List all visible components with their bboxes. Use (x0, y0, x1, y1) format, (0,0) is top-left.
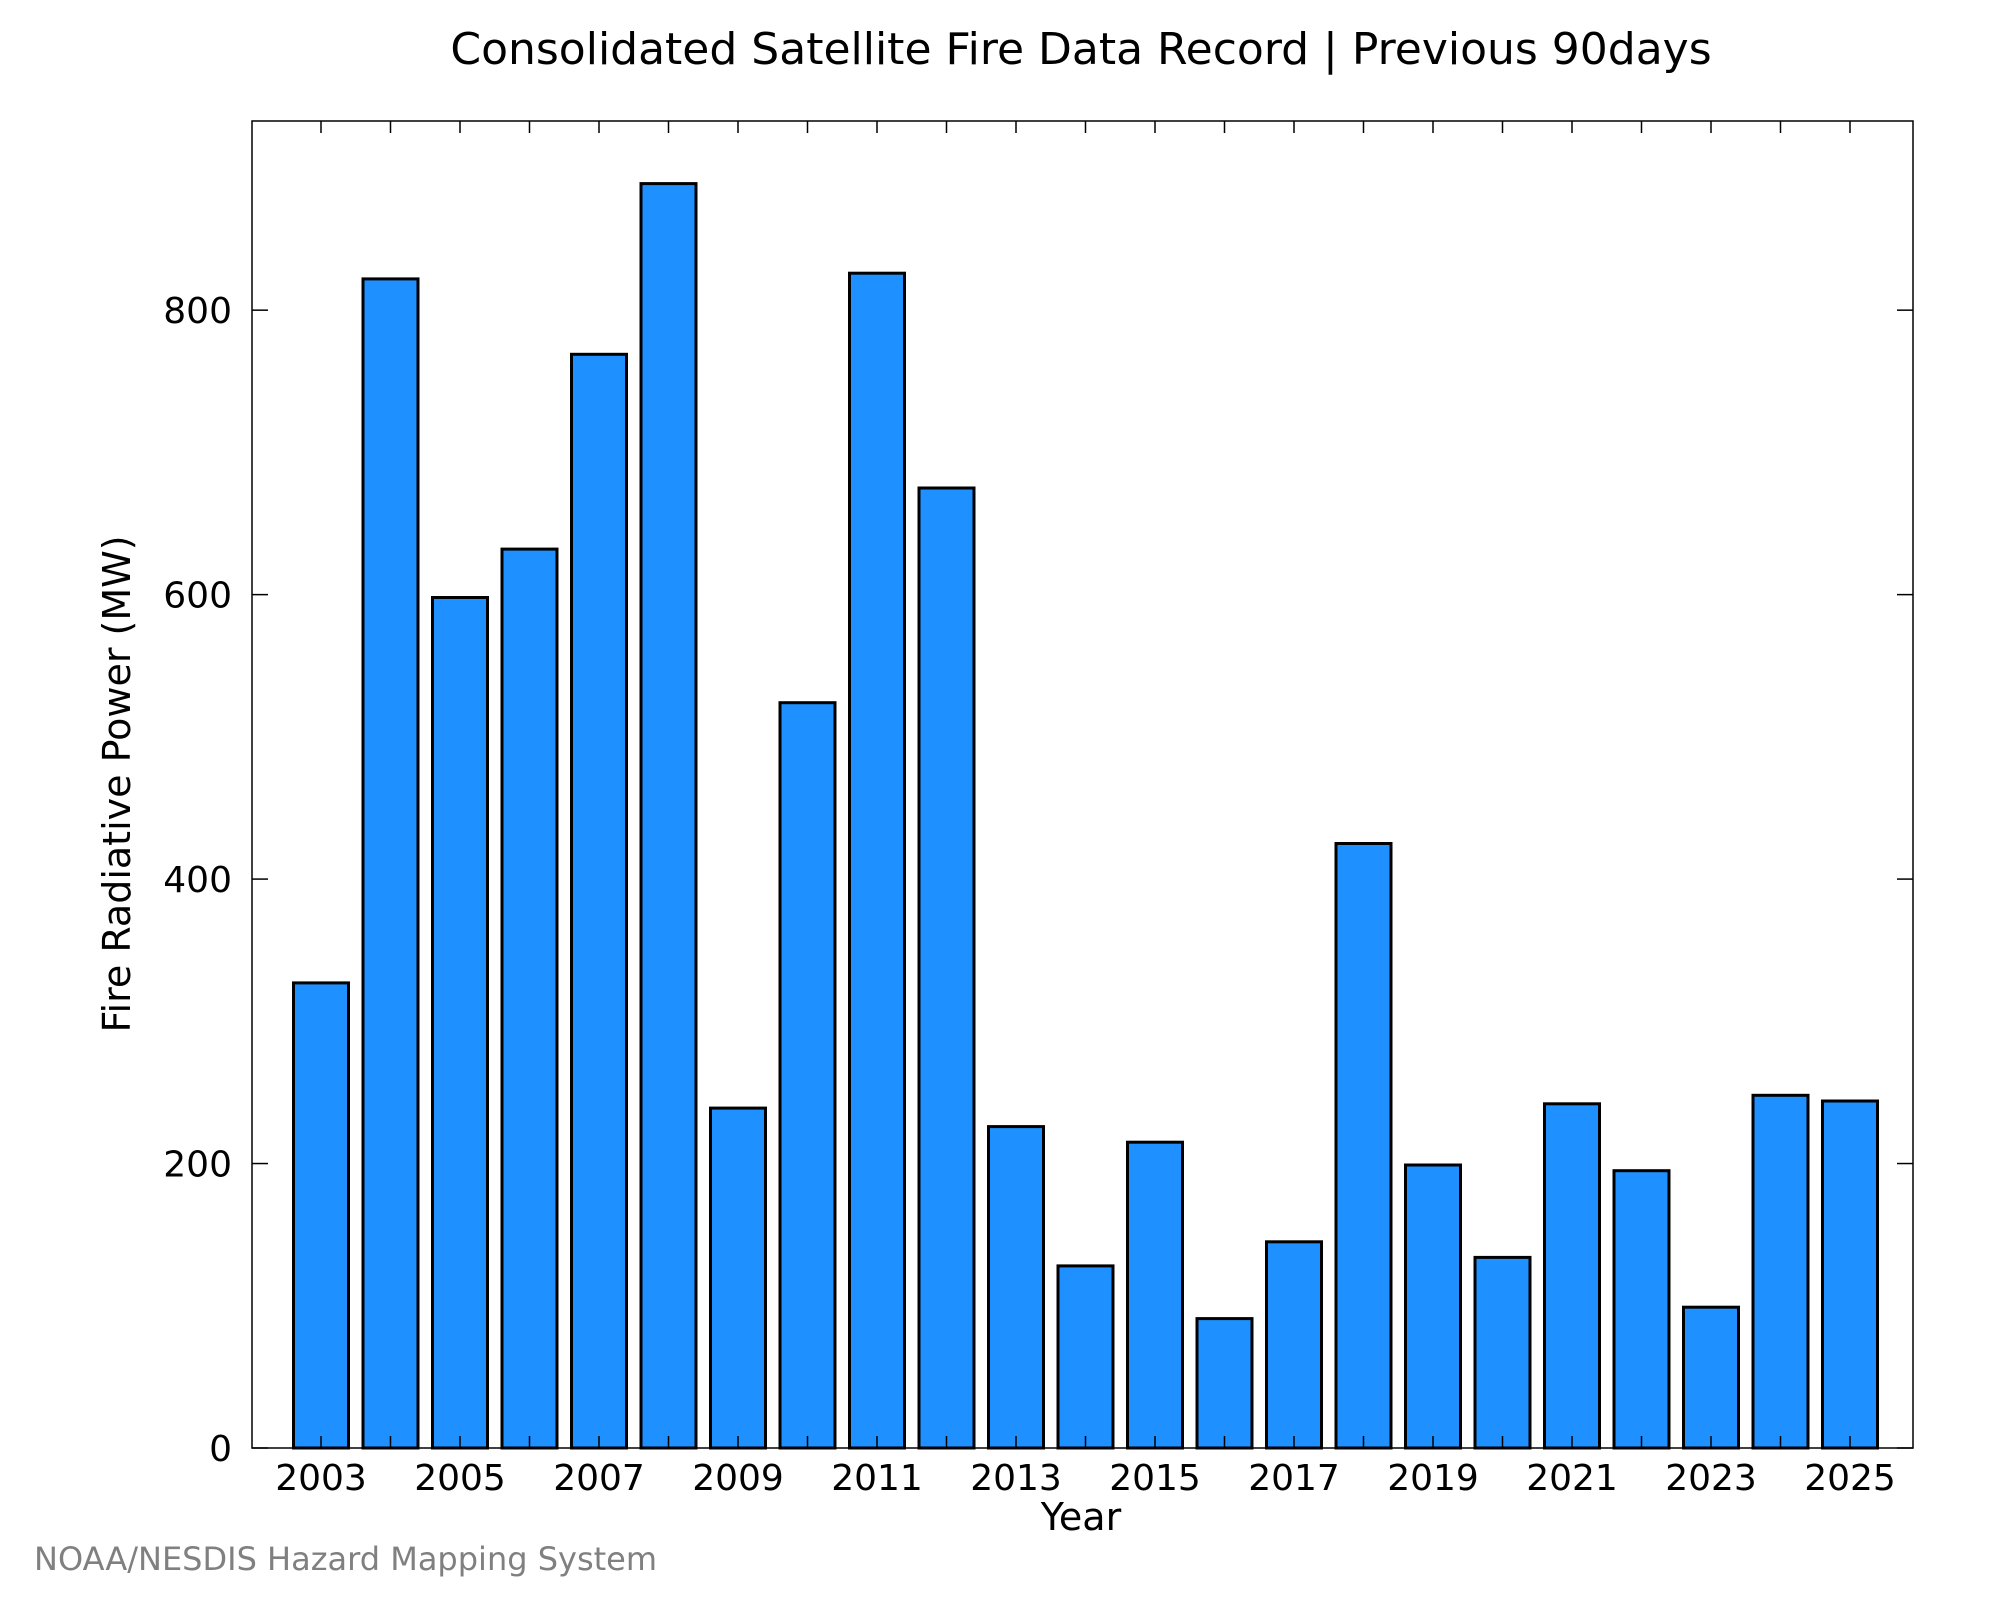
x-tick-label-2007: 2007 (553, 1458, 645, 1499)
y-tick-label-0: 0 (209, 1429, 232, 1470)
bar-2013 (987, 1125, 1045, 1450)
x-tick-label-2017: 2017 (1248, 1458, 1340, 1499)
bar-2004 (361, 277, 420, 1450)
ticks-layer: 2003 2005 2007 2009 2011 2013 2015 2017 2019 2021… (163, 121, 1913, 1499)
bar-2012 (917, 486, 976, 1450)
x-tick-label-2025: 2025 (1804, 1458, 1896, 1499)
bar-2008 (639, 182, 698, 1450)
y-tick-label-200: 200 (163, 1145, 232, 1186)
y-tick-label-400: 400 (163, 860, 232, 901)
y-tick-label-600: 600 (163, 576, 232, 617)
x-tick-label-2019: 2019 (1387, 1458, 1479, 1499)
bar-2015 (1126, 1140, 1184, 1450)
bar-2006 (500, 547, 559, 1450)
bar-2019 (1404, 1163, 1462, 1450)
chart-title: Consolidated Satellite Fire Data Record … (450, 24, 1711, 75)
bar-2020 (1473, 1255, 1532, 1450)
bar-2018 (1334, 842, 1393, 1450)
y-axis-label: Fire Radiative Power (MW) (95, 535, 139, 1032)
bar-2025 (1821, 1099, 1879, 1450)
bar-2016 (1195, 1317, 1254, 1450)
bar-2009 (709, 1106, 767, 1450)
bar-2023 (1682, 1305, 1740, 1450)
x-tick-label-2009: 2009 (692, 1458, 784, 1499)
x-axis-label: Year (1040, 1495, 1122, 1539)
credit-text: NOAA/NESDIS Hazard Mapping System (34, 1540, 657, 1578)
bar-2017 (1265, 1240, 1323, 1450)
x-tick-label-2003: 2003 (275, 1458, 367, 1499)
bar-2007 (570, 352, 628, 1450)
bars-layer (292, 182, 1879, 1450)
x-tick-label-2023: 2023 (1665, 1458, 1757, 1499)
bar-2024 (1751, 1093, 1810, 1450)
bar-2021 (1543, 1102, 1601, 1450)
bar-2014 (1056, 1264, 1115, 1450)
x-tick-label-2005: 2005 (414, 1458, 506, 1499)
x-tick-label-2013: 2013 (970, 1458, 1062, 1499)
bar-2022 (1612, 1169, 1671, 1450)
bar-2011 (848, 271, 906, 1450)
x-tick-label-2015: 2015 (1109, 1458, 1201, 1499)
bar-2005 (431, 596, 489, 1450)
y-tick-label-800: 800 (163, 291, 232, 332)
bar-2010 (778, 701, 837, 1450)
bar-2003 (292, 981, 350, 1450)
x-tick-label-2021: 2021 (1526, 1458, 1618, 1499)
x-tick-label-2011: 2011 (831, 1458, 923, 1499)
